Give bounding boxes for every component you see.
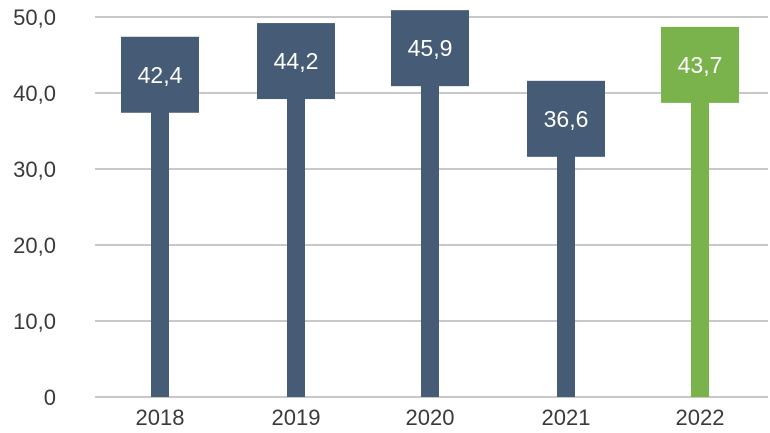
- bar-value-label: 36,6: [544, 106, 589, 132]
- y-tick-label: 0: [44, 385, 56, 410]
- bar-stem: [287, 61, 305, 398]
- bar-2021: 36,6: [527, 80, 605, 397]
- bar-value-box: [257, 23, 335, 100]
- bar-2019: 44,2: [257, 23, 335, 398]
- bar-stem: [557, 118, 575, 397]
- bar-value-label: 42,4: [138, 62, 183, 88]
- x-tick-label: 2021: [542, 405, 591, 430]
- x-tick-label: 2018: [136, 405, 185, 430]
- bar-stem: [151, 74, 169, 397]
- bars: 42,4 44,2 45,9 36,6 43,7: [121, 10, 739, 398]
- y-tick-label: 30,0: [13, 157, 56, 182]
- bar-value-box: [661, 26, 739, 103]
- x-tick-label: 2019: [272, 405, 321, 430]
- bar-value-box: [391, 10, 469, 87]
- bar-value-label: 45,9: [408, 35, 453, 61]
- bar-2022: 43,7: [661, 26, 739, 397]
- bar-2020: 45,9: [391, 10, 469, 397]
- y-axis: 0 10,0 20,0 30,0 40,0 50,0: [13, 5, 56, 410]
- x-tick-label: 2020: [406, 405, 455, 430]
- bar-value-label: 44,2: [274, 48, 319, 74]
- bar-2018: 42,4: [121, 36, 199, 397]
- bar-value-box: [121, 36, 199, 113]
- bar-value-box: [527, 80, 605, 157]
- y-tick-label: 40,0: [13, 81, 56, 106]
- x-tick-label: 2022: [676, 405, 725, 430]
- x-axis: 2018 2019 2020 2021 2022: [136, 405, 725, 430]
- bar-value-label: 43,7: [678, 52, 723, 78]
- bar-stem: [691, 64, 709, 397]
- bar-stem: [421, 48, 439, 397]
- y-tick-label: 20,0: [13, 233, 56, 258]
- y-tick-label: 50,0: [13, 5, 56, 30]
- y-tick-label: 10,0: [13, 309, 56, 334]
